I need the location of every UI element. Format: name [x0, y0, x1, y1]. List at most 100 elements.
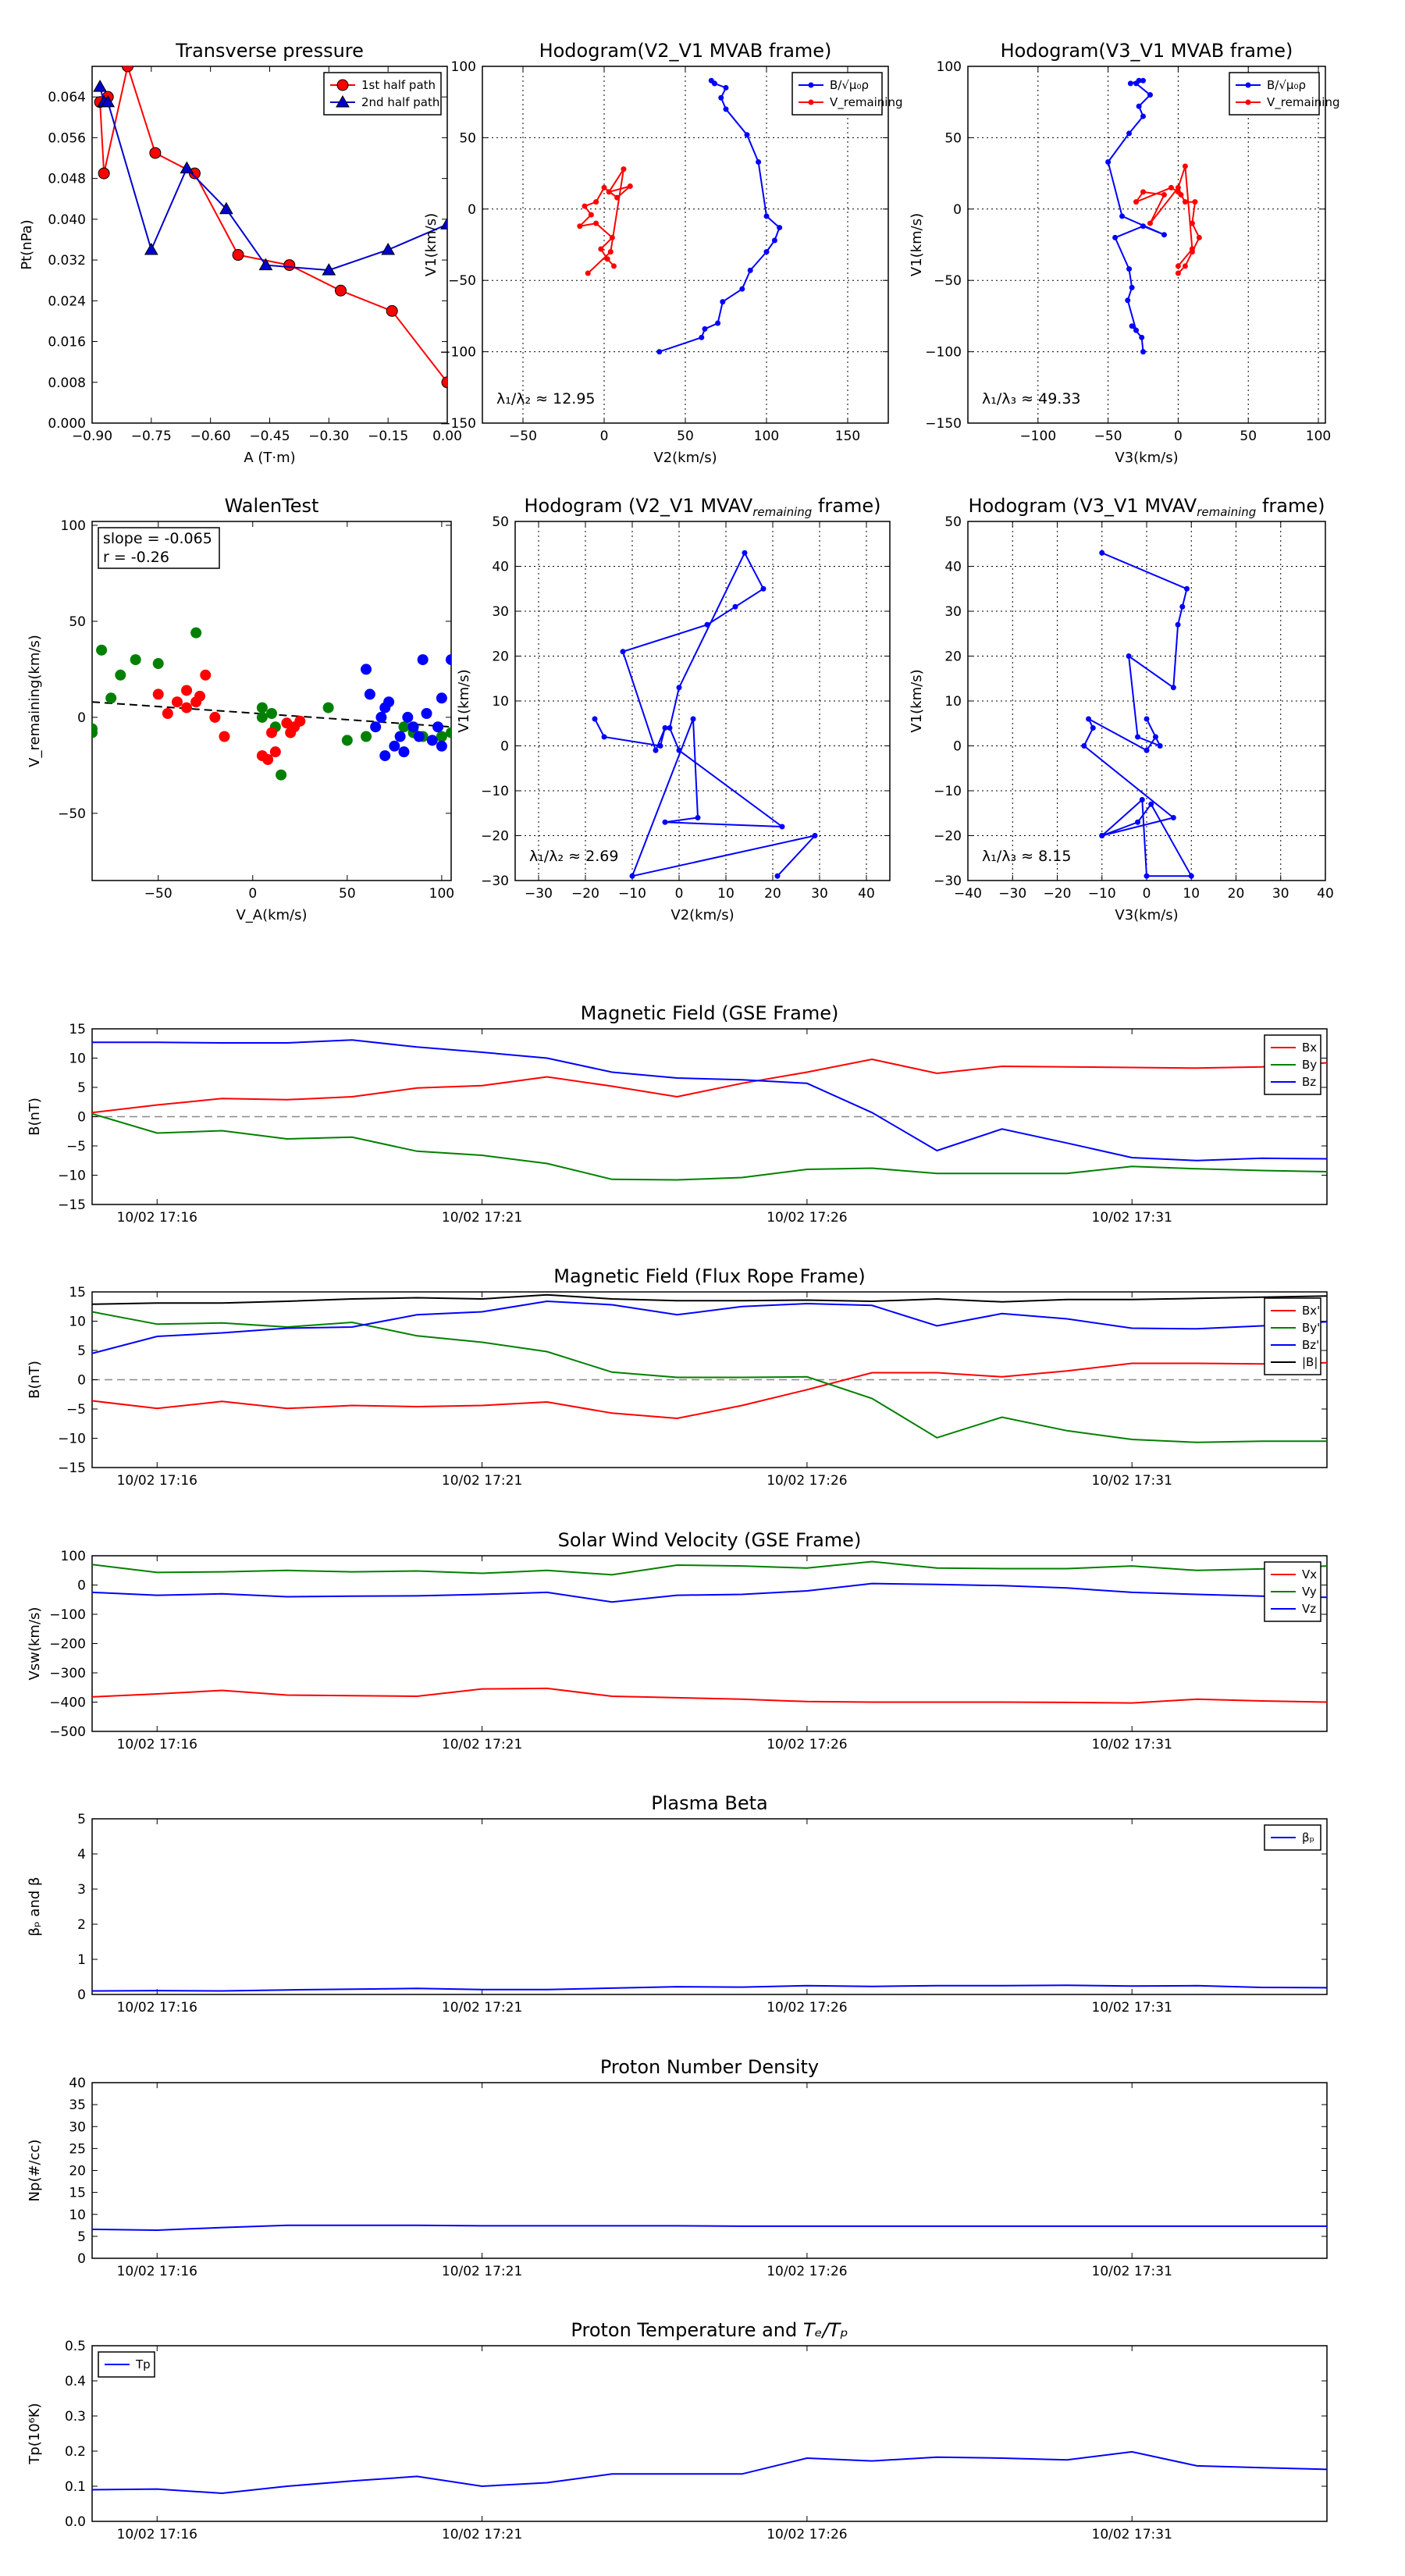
hodogram-v2-v1-mvab-point — [577, 223, 583, 229]
solar-wind-velocity-ytick-label: 0 — [77, 1578, 86, 1594]
hodogram-v3-v1-mvav-point — [1175, 621, 1181, 628]
magnetic-field-flux-rope-xtick-label: 10/02 17:21 — [442, 1473, 522, 1489]
hodogram-v2-v1-mvab-point — [601, 184, 607, 190]
hodogram-v3-v1-mvav-ytick-label: −30 — [934, 873, 962, 889]
walen-test-point — [269, 746, 281, 758]
magnetic-field-flux-rope-ytick-label: −15 — [58, 1461, 86, 1476]
magnetic-field-flux-rope-series-line-1 — [92, 1311, 1327, 1443]
solar-wind-velocity-ytick-label: 100 — [61, 1549, 86, 1564]
proton-number-density-ytick-label: 15 — [69, 2186, 86, 2201]
hodogram-v3-v1-mvav-xtick-label: 20 — [1228, 886, 1245, 902]
transverse-pressure-point — [283, 259, 296, 272]
hodogram-v3-v1-mvab-ytick-label: −150 — [925, 416, 962, 432]
hodogram-v2-v1-mvav-xtick-label: 0 — [675, 886, 684, 902]
proton-temperature-ytick-label: 0.3 — [65, 2409, 86, 2425]
hodogram-v2-v1-mvab-point — [747, 267, 753, 273]
proton-temperature-ytick-label: 0.2 — [65, 2444, 86, 2460]
hodogram-v3-v1-mvab-plot-frame — [967, 66, 1326, 424]
walen-test-point — [92, 723, 98, 735]
hodogram-v2-v1-mvav-point — [732, 603, 738, 610]
hodogram-v2-v1-mvab-legend-marker — [808, 99, 814, 105]
walen-test-point — [262, 754, 274, 766]
transverse-pressure-point — [149, 147, 162, 159]
magnetic-field-flux-rope-title-main: Magnetic Field (Flux Rope Frame) — [553, 1265, 865, 1287]
hodogram-v3-v1-mvav-ytick-label: 30 — [944, 604, 962, 620]
hodogram-v2-v1-mvab-legend-label: B/√μ₀ρ — [830, 78, 869, 92]
hodogram-v2-v1-mvab-point — [656, 349, 663, 355]
hodogram-v2-v1-mvab-xtick-label: 150 — [835, 429, 860, 444]
transverse-pressure-ytick-label: 0.056 — [48, 130, 86, 146]
walen-test-ytick-label: 0 — [77, 710, 86, 726]
solar-wind-velocity-xtick-label: 10/02 17:31 — [1092, 1737, 1172, 1752]
walen-test-point — [162, 707, 173, 719]
hodogram-v2-v1-mvav-point — [676, 685, 682, 691]
hodogram-v2-v1-mvav-point — [629, 873, 635, 879]
hodogram-v2-v1-mvav-ytick-label: 40 — [492, 560, 509, 575]
hodogram-v2-v1-mvab-ytick-label: −100 — [439, 345, 476, 361]
proton-number-density-chart: 10/02 17:16 10/02 17:21 10/02 17:26 10/02 1… — [27, 2056, 1328, 2279]
magnetic-field-flux-rope-ylabel: B(nT) — [27, 1361, 43, 1399]
walen-test-point — [379, 750, 391, 762]
magnetic-field-flux-rope-series-3 — [92, 1293, 1327, 1305]
hodogram-v2-v1-mvab-point — [711, 80, 717, 87]
hodogram-v2-v1-mvav-ytick-label: 20 — [492, 649, 509, 665]
hodogram-v3-v1-mvab-point — [1126, 266, 1133, 272]
hodogram-v2-v1-mvav-point — [653, 747, 659, 753]
hodogram-v2-v1-mvab-point — [723, 106, 729, 112]
magnetic-field-flux-rope-title: Magnetic Field (Flux Rope Frame) — [553, 1265, 865, 1287]
hodogram-v2-v1-mvab-point — [723, 84, 729, 91]
hodogram-v2-v1-mvav-point — [601, 734, 607, 740]
walen-test-xlabel-main: V_A(km/s) — [236, 907, 307, 923]
magnetic-field-gse-xtick-label: 10/02 17:16 — [117, 1210, 197, 1226]
magnetic-field-gse-series-line-0 — [92, 1058, 1327, 1114]
hodogram-v3-v1-mvav-ytick-label: 0 — [953, 739, 962, 755]
solar-wind-velocity-xtick-label: 10/02 17:21 — [442, 1737, 522, 1752]
hodogram-v3-v1-mvav-ytick-label: 10 — [944, 694, 962, 710]
hodogram-v2-v1-mvab-legend-label: V_remaining — [830, 95, 903, 110]
hodogram-v2-v1-mvav-xtick-label: 40 — [858, 886, 875, 902]
walen-test-xtick-label: 50 — [339, 886, 356, 902]
hodogram-v3-v1-mvav-point — [1086, 716, 1092, 722]
walen-test-point — [190, 627, 202, 639]
plasma-beta-xtick-label: 10/02 17:26 — [767, 2000, 847, 2016]
walen-test-title-main: WalenTest — [225, 495, 319, 517]
magnetic-field-flux-rope-ytick-label: −10 — [58, 1432, 86, 1447]
hodogram-v3-v1-mvab-point — [1175, 189, 1181, 195]
hodogram-v2-v1-mvab-xlabel: V2(km/s) — [653, 450, 717, 466]
solar-wind-velocity-ylabel: Vsw(km/s) — [27, 1607, 43, 1681]
proton-temperature-xtick-label: 10/02 17:16 — [117, 2527, 197, 2542]
walen-test-point — [209, 711, 221, 723]
walen-test-point — [105, 692, 117, 704]
walen-test-series-0 — [92, 627, 451, 781]
walen-test-point — [398, 746, 410, 758]
hodogram-v2-v1-mvav-ytick-label: 50 — [492, 514, 509, 530]
hodogram-v2-v1-mvab-series-0 — [656, 77, 783, 355]
walen-test-ylabel: V_remaining(km/s) — [27, 635, 43, 767]
transverse-pressure-legend-marker — [336, 79, 349, 91]
magnetic-field-gse-ytick-label: 15 — [69, 1022, 86, 1037]
hodogram-v2-v1-mvav-point — [760, 585, 767, 592]
hodogram-v3-v1-mvab-point — [1189, 220, 1195, 226]
hodogram-v3-v1-mvab-point — [1192, 199, 1198, 205]
walen-test-series-2 — [361, 654, 451, 762]
hodogram-v2-v1-mvab-chart: −50 0 50 100 150 −150 −100 −50 0 50 100 Hodogram(V2… — [423, 40, 903, 466]
hodogram-v3-v1-mvav-point — [1144, 716, 1150, 722]
proton-number-density-xtick-label: 10/02 17:26 — [767, 2264, 847, 2279]
hodogram-v3-v1-mvav-point — [1135, 734, 1141, 740]
hodogram-v2-v1-mvav-title-main: Hodogram (V2_V1 MVAV — [525, 495, 753, 517]
magnetic-field-flux-rope-series-1 — [92, 1311, 1327, 1443]
hodogram-v3-v1-mvab-point — [1140, 349, 1147, 355]
hodogram-v2-v1-mvav-title-tail: frame) — [812, 495, 880, 517]
magnetic-field-gse-xtick-label: 10/02 17:21 — [442, 1210, 522, 1226]
hodogram-v3-v1-mvav-point — [1170, 815, 1176, 820]
magnetic-field-flux-rope-chart: 10/02 17:16 10/02 17:21 10/02 17:26 10/02 1… — [27, 1265, 1328, 1489]
magnetic-field-gse-ytick-label: 10 — [69, 1051, 86, 1067]
walen-test-point — [389, 740, 400, 752]
solar-wind-velocity-series-line-1 — [92, 1560, 1327, 1576]
transverse-pressure-ytick-label: 0.016 — [48, 335, 86, 350]
hodogram-v2-v1-mvab-series-line-0 — [659, 80, 781, 353]
magnetic-field-flux-rope-legend-label: By' — [1302, 1321, 1320, 1335]
hodogram-v2-v1-mvab-point — [715, 320, 721, 326]
hodogram-v3-v1-mvav-point — [1090, 725, 1096, 731]
